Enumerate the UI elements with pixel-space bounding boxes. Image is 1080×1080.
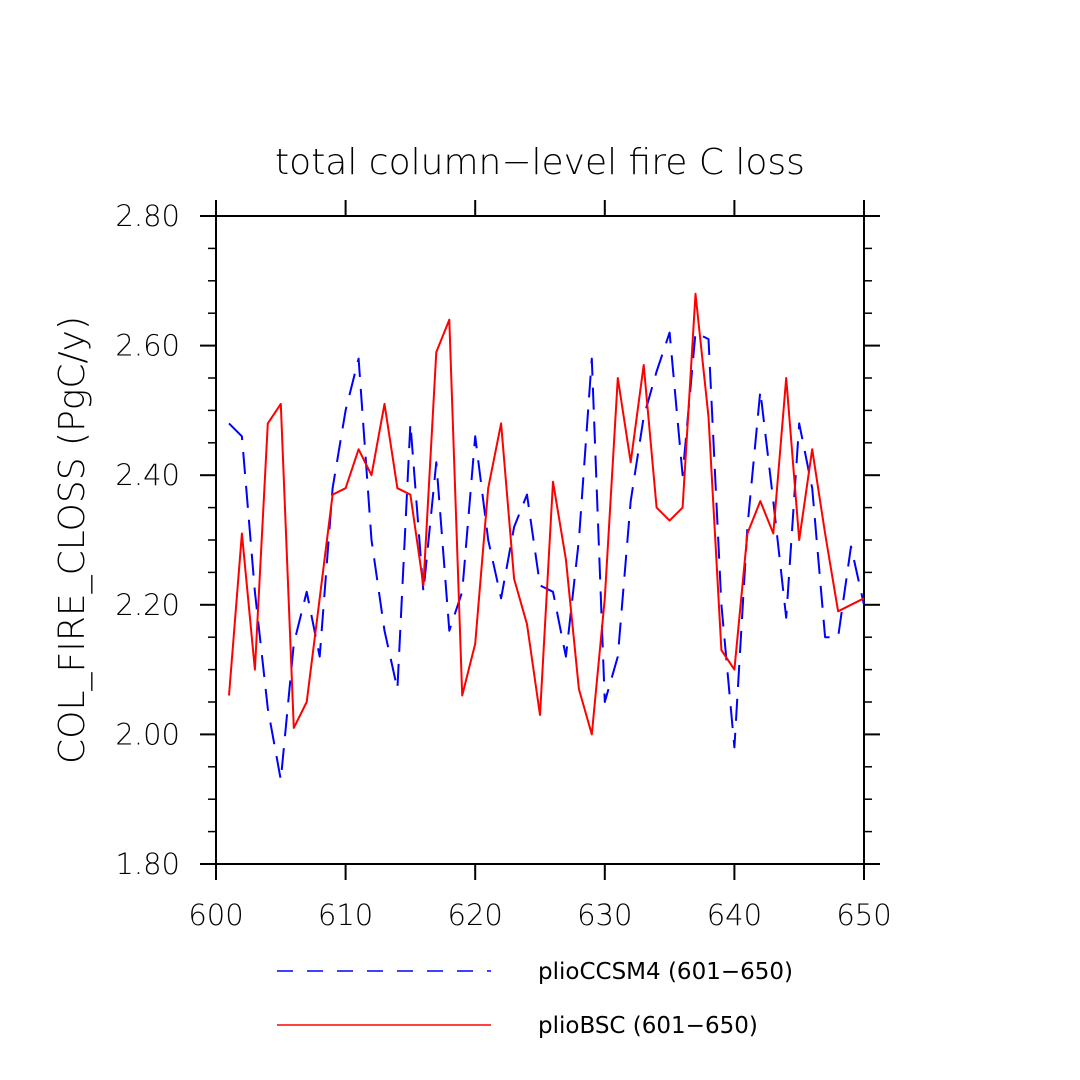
x-tick-label: 630 [577,898,632,932]
x-tick-label: 640 [707,898,762,932]
series-lines [228,292,865,781]
legend-label: plioCCSM4 (601−650) [538,959,793,985]
y-tick-label: 2.20 [115,588,180,622]
series-line-1 [228,292,865,736]
axis-tick-labels: 600 610 620 630 640 650 1.80 2.00 2.20 2.40 2.60 2.… [115,199,891,932]
y-tick-label: 1.80 [115,847,180,881]
x-tick-label: 650 [836,898,891,932]
axis-ticks [200,200,880,880]
y-tick-label: 2.80 [115,199,180,233]
y-tick-label: 2.40 [115,458,180,492]
x-tick-label: 610 [318,898,373,932]
legend-label: plioBSC (601−650) [538,1013,758,1039]
y-tick-label: 2.60 [115,329,180,363]
legend: plioCCSM4 (601−650) plioBSC (601−650) [277,959,793,1039]
chart-title: total column−level fire C loss [275,142,805,183]
plot-frame [215,215,865,865]
x-tick-label: 600 [188,898,243,932]
x-tick-label: 620 [448,898,503,932]
y-axis-label: COL_FIRE_CLOSS (PgC/y) [52,316,93,764]
y-tick-label: 2.00 [115,717,180,751]
